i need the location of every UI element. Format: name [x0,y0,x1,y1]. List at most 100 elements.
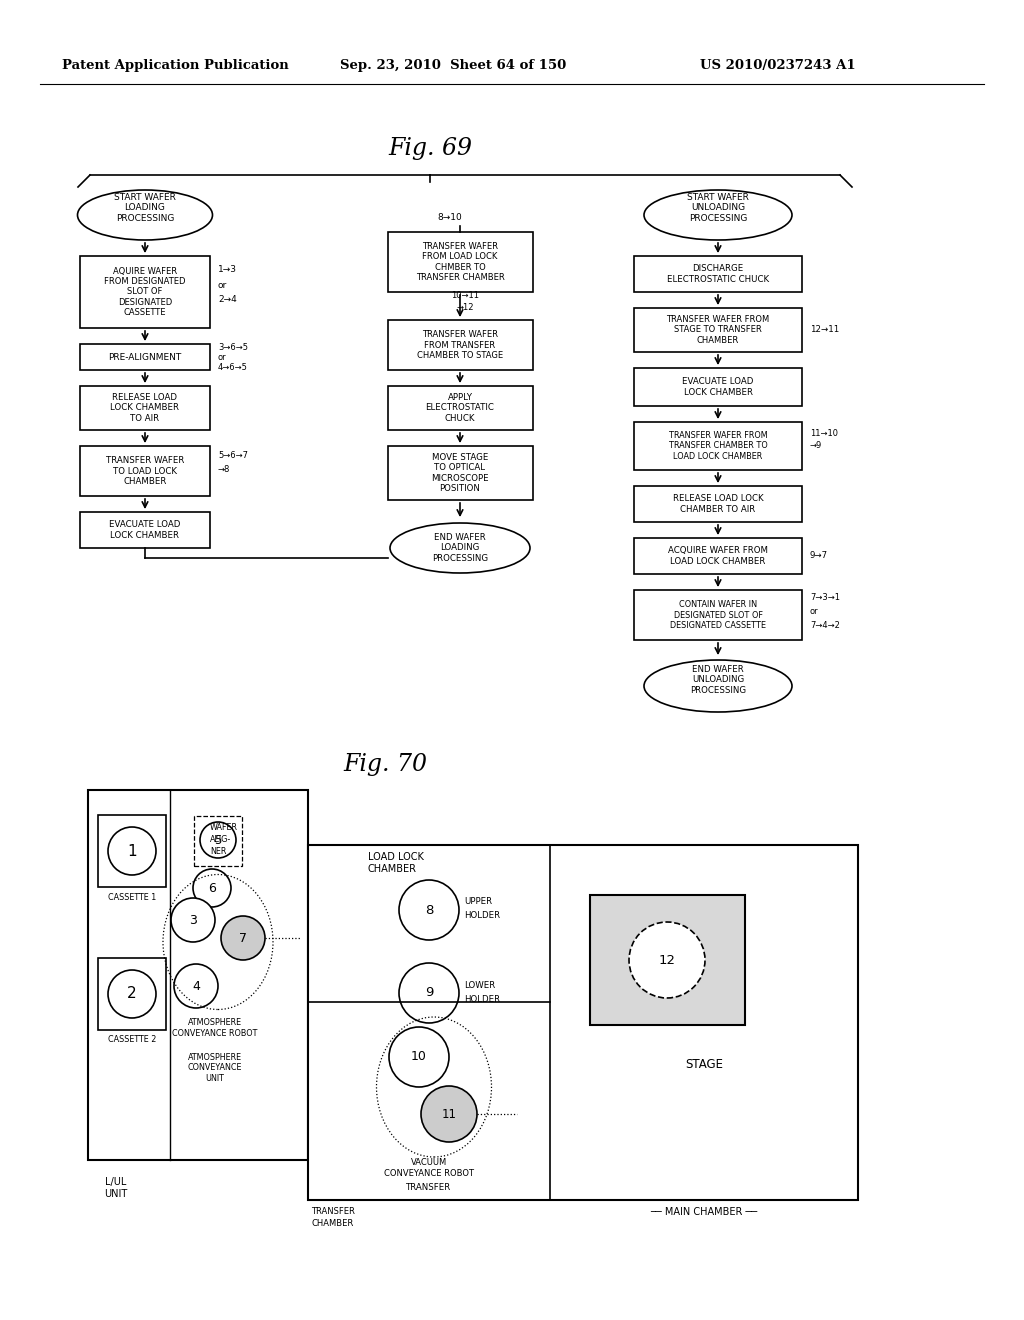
Text: AQUIRE WAFER
FROM DESIGNATED
SLOT OF
DESIGNATED
CASSETTE: AQUIRE WAFER FROM DESIGNATED SLOT OF DES… [104,267,185,317]
Text: 4: 4 [193,979,200,993]
Text: 1: 1 [127,843,137,858]
Text: CONTAIN WAFER IN
DESIGNATED SLOT OF
DESIGNATED CASSETTE: CONTAIN WAFER IN DESIGNATED SLOT OF DESI… [670,601,766,630]
Bar [634,308,802,352]
Text: or: or [810,607,818,616]
Bar [388,385,534,430]
Text: →8: →8 [218,465,230,474]
Text: Fig. 69: Fig. 69 [388,136,472,160]
Text: DISCHARGE
ELECTROSTATIC CHUCK: DISCHARGE ELECTROSTATIC CHUCK [667,264,769,284]
Bar [388,446,534,500]
Circle shape [399,964,459,1023]
Bar [194,816,242,866]
Text: 12→11: 12→11 [810,326,840,334]
Text: TRANSFER WAFER FROM
STAGE TO TRANSFER
CHAMBER: TRANSFER WAFER FROM STAGE TO TRANSFER CH… [667,315,770,345]
Text: 12: 12 [658,953,676,966]
Text: RELEASE LOAD
LOCK CHAMBER
TO AIR: RELEASE LOAD LOCK CHAMBER TO AIR [111,393,179,422]
Text: TRANSFER: TRANSFER [407,1184,452,1192]
Bar [634,256,802,292]
Circle shape [171,898,215,942]
Bar [388,319,534,370]
Text: END WAFER
UNLOADING
PROCESSING: END WAFER UNLOADING PROCESSING [690,665,746,694]
Text: ACQUIRE WAFER FROM
LOAD LOCK CHAMBER: ACQUIRE WAFER FROM LOAD LOCK CHAMBER [668,546,768,566]
Text: UNIT: UNIT [104,1189,128,1199]
Text: RELEASE LOAD LOCK
CHAMBER TO AIR: RELEASE LOAD LOCK CHAMBER TO AIR [673,494,763,513]
Text: →12: →12 [457,304,474,313]
Text: 11: 11 [441,1107,457,1121]
Text: NER: NER [210,847,226,857]
Text: Fig. 70: Fig. 70 [343,752,427,776]
Text: 7: 7 [239,932,247,945]
Text: TRANSFER WAFER FROM
TRANSFER CHAMBER TO
LOAD LOCK CHAMBER: TRANSFER WAFER FROM TRANSFER CHAMBER TO … [669,432,767,461]
Text: CASSETTE 1: CASSETTE 1 [108,892,156,902]
Bar [80,256,210,327]
Bar [88,789,308,1160]
Text: EVACUATE LOAD
LOCK CHAMBER: EVACUATE LOAD LOCK CHAMBER [682,378,754,397]
Text: UPPER: UPPER [464,898,493,907]
Text: TRANSFER WAFER
FROM TRANSFER
CHAMBER TO STAGE: TRANSFER WAFER FROM TRANSFER CHAMBER TO … [417,330,503,360]
Circle shape [193,869,231,907]
Text: LOWER: LOWER [464,981,496,990]
Ellipse shape [390,523,530,573]
Bar [98,958,166,1030]
Text: 4→6→5: 4→6→5 [218,363,248,372]
Bar [80,512,210,548]
Bar [98,814,166,887]
Text: ── MAIN CHAMBER ──: ── MAIN CHAMBER ── [650,1206,758,1217]
Bar [80,345,210,370]
Text: 6: 6 [208,882,216,895]
Text: 8→10: 8→10 [437,214,463,223]
Ellipse shape [78,190,213,240]
Text: START WAFER
LOADING
PROCESSING: START WAFER LOADING PROCESSING [114,193,176,223]
Text: 10→11: 10→11 [451,292,479,301]
Bar [308,845,858,1200]
Circle shape [174,964,218,1008]
Ellipse shape [644,190,792,240]
Text: Sep. 23, 2010  Sheet 64 of 150: Sep. 23, 2010 Sheet 64 of 150 [340,58,566,71]
Text: 11→10: 11→10 [810,429,838,438]
Circle shape [399,880,459,940]
Circle shape [629,921,705,998]
Text: HOLDER: HOLDER [464,994,500,1003]
Text: STAGE: STAGE [685,1059,723,1072]
Text: END WAFER
LOADING
PROCESSING: END WAFER LOADING PROCESSING [432,533,488,562]
Text: 3→6→5: 3→6→5 [218,343,248,352]
Text: ATMOSPHERE
CONVEYANCE
UNIT: ATMOSPHERE CONVEYANCE UNIT [187,1053,243,1082]
Text: 7→4→2: 7→4→2 [810,622,840,631]
Text: TRANSFER: TRANSFER [311,1208,355,1217]
Text: Patent Application Publication: Patent Application Publication [62,58,289,71]
Text: L/UL: L/UL [105,1177,127,1187]
Text: or: or [218,354,226,363]
Text: US 2010/0237243 A1: US 2010/0237243 A1 [700,58,856,71]
Text: 2→4: 2→4 [218,296,237,305]
Text: MOVE STAGE
TO OPTICAL
MICROSCOPE
POSITION: MOVE STAGE TO OPTICAL MICROSCOPE POSITIO… [431,453,488,494]
Text: CHAMBER: CHAMBER [312,1220,354,1229]
Circle shape [389,1027,449,1086]
Bar [634,539,802,574]
Text: 9: 9 [425,986,433,999]
Circle shape [221,916,265,960]
Text: EVACUATE LOAD
LOCK CHAMBER: EVACUATE LOAD LOCK CHAMBER [110,520,180,540]
Text: TRANSFER WAFER
FROM LOAD LOCK
CHMBER TO
TRANSFER CHAMBER: TRANSFER WAFER FROM LOAD LOCK CHMBER TO … [416,242,505,282]
Text: APPLY
ELECTROSTATIC
CHUCK: APPLY ELECTROSTATIC CHUCK [426,393,495,422]
Bar [634,590,802,640]
Text: ATMOSPHERE
CONVEYANCE ROBOT: ATMOSPHERE CONVEYANCE ROBOT [172,1018,258,1038]
Text: TRANSFER WAFER
TO LOAD LOCK
CHAMBER: TRANSFER WAFER TO LOAD LOCK CHAMBER [105,457,184,486]
Text: 8: 8 [425,903,433,916]
Text: START WAFER
UNLOADING
PROCESSING: START WAFER UNLOADING PROCESSING [687,193,749,223]
Bar [80,385,210,430]
Text: LOAD LOCK: LOAD LOCK [368,851,424,862]
Text: →9: →9 [810,441,822,450]
Text: 1→3: 1→3 [218,265,237,275]
Text: PRE-ALIGNMENT: PRE-ALIGNMENT [109,352,181,362]
Text: 7→3→1: 7→3→1 [810,594,840,602]
Circle shape [421,1086,477,1142]
Text: 2: 2 [127,986,137,1002]
Text: 3: 3 [189,913,197,927]
Text: CASSETTE 2: CASSETTE 2 [108,1035,157,1044]
Text: ALIG-: ALIG- [210,836,231,845]
Text: CHAMBER: CHAMBER [368,865,417,874]
Text: 10: 10 [411,1051,427,1064]
Bar [634,422,802,470]
Text: VACUUM
CONVEYANCE ROBOT: VACUUM CONVEYANCE ROBOT [384,1159,474,1177]
Circle shape [200,822,236,858]
